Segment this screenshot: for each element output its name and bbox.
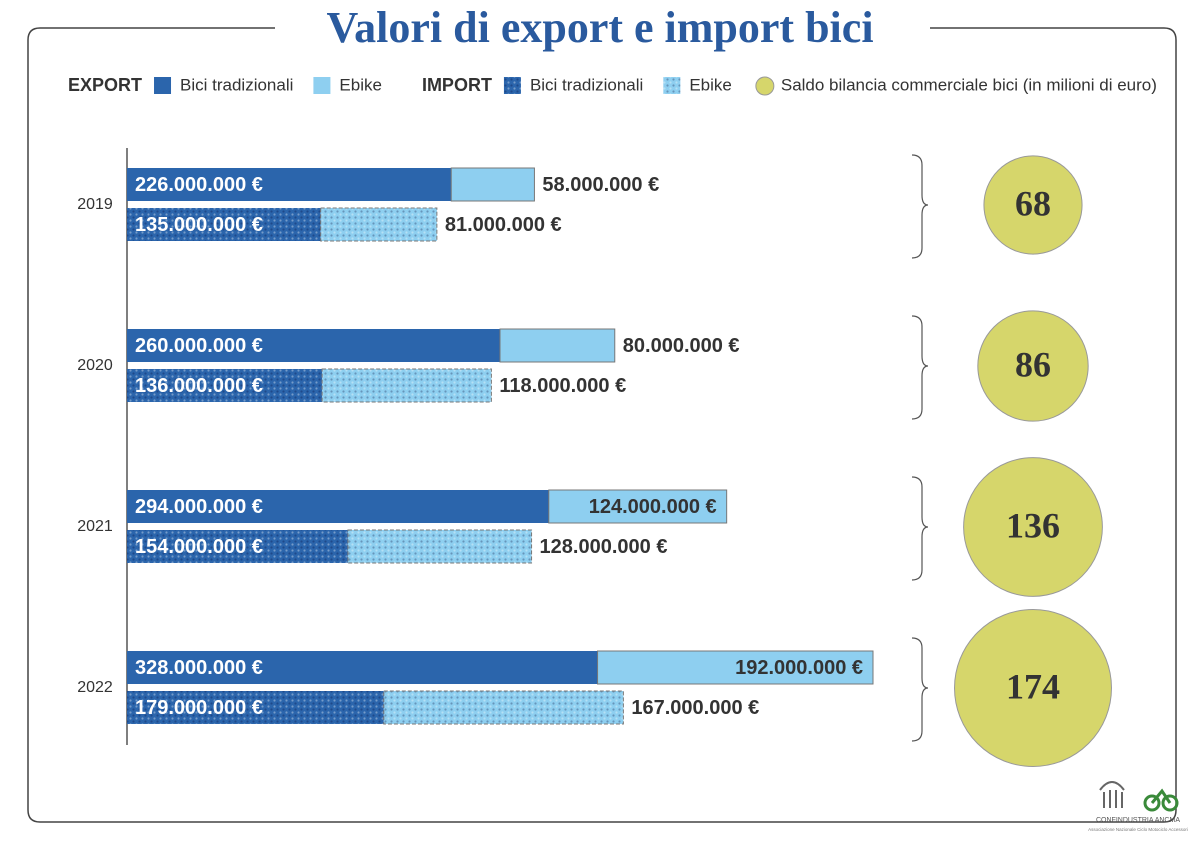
brace <box>911 476 929 581</box>
bar-segment <box>450 167 535 202</box>
data-label: 192.000.000 € <box>735 657 863 679</box>
data-label: 167.000.000 € <box>631 697 759 719</box>
legend-label: Bici tradizionali <box>530 75 643 94</box>
y-tick-label: 2019 <box>77 196 113 213</box>
logo-subtitle: Associazione Nazionale Ciclo Motociclo A… <box>1088 827 1188 832</box>
data-label: 128.000.000 € <box>540 536 668 558</box>
data-label: 81.000.000 € <box>445 214 562 236</box>
brace <box>911 154 929 259</box>
legend-label: Saldo bilancia commerciale bici (in mili… <box>781 75 1157 94</box>
bubble-label: 174 <box>1006 666 1060 706</box>
bar-segment <box>127 168 452 201</box>
legend-swatch <box>503 77 521 94</box>
legend-swatch <box>154 77 172 94</box>
data-label: 136.000.000 € <box>135 375 263 397</box>
legend-group: EXPORT <box>68 75 142 95</box>
legend-swatch <box>663 77 681 94</box>
y-tick-label: 2020 <box>77 357 113 374</box>
legend-swatch <box>313 77 331 94</box>
bar-segment <box>347 529 533 564</box>
logo-icon <box>1099 781 1125 808</box>
brace <box>911 637 929 742</box>
legend-label: Ebike <box>339 75 382 94</box>
chart-title: Valori di export e import bici <box>326 3 873 52</box>
frame <box>27 27 1177 823</box>
legend-label: Bici tradizionali <box>180 75 293 94</box>
bar-segment <box>127 490 549 523</box>
data-label: 58.000.000 € <box>542 174 659 196</box>
bar-segment <box>597 650 874 685</box>
data-label: 179.000.000 € <box>135 697 263 719</box>
bar-segment <box>127 329 500 362</box>
data-label: 294.000.000 € <box>135 496 263 518</box>
logo-icon <box>1161 794 1179 812</box>
data-label: 328.000.000 € <box>135 657 263 679</box>
bubble-label: 136 <box>1006 505 1060 545</box>
data-label: 135.000.000 € <box>135 214 263 236</box>
bubble-label: 86 <box>1015 344 1051 384</box>
bubble-label: 68 <box>1015 183 1051 223</box>
data-label: 118.000.000 € <box>499 375 626 397</box>
bar-segment <box>127 208 321 241</box>
legend-group: IMPORT <box>422 75 492 95</box>
bar-segment <box>321 368 492 403</box>
logo: CONFINDUSTRIA ANCMA Associazione Naziona… <box>1088 781 1188 832</box>
bar-segment <box>383 690 624 725</box>
logo-name: CONFINDUSTRIA ANCMA <box>1096 817 1180 824</box>
bubble <box>977 310 1089 422</box>
data-label: 124.000.000 € <box>589 496 717 518</box>
bar-segment <box>127 530 348 563</box>
bubble <box>954 609 1112 767</box>
y-tick-label: 2021 <box>77 518 113 535</box>
bar-segment <box>320 207 438 242</box>
bar-segment <box>127 369 323 402</box>
legend-label: Ebike <box>689 75 732 94</box>
bubble <box>963 457 1103 597</box>
data-label: 226.000.000 € <box>135 174 263 196</box>
bar-segment <box>127 651 598 684</box>
y-tick-label: 2022 <box>77 679 113 696</box>
bar-segment <box>499 328 616 363</box>
data-label: 260.000.000 € <box>135 335 263 357</box>
bubble <box>983 155 1083 255</box>
logo-icon <box>1150 788 1172 804</box>
data-label: 154.000.000 € <box>135 536 263 558</box>
bar-segment <box>548 489 728 524</box>
brace <box>911 315 929 420</box>
bar-segment <box>127 691 384 724</box>
logo-icon <box>1143 794 1161 812</box>
legend-swatch <box>755 76 775 96</box>
data-label: 80.000.000 € <box>623 335 740 357</box>
